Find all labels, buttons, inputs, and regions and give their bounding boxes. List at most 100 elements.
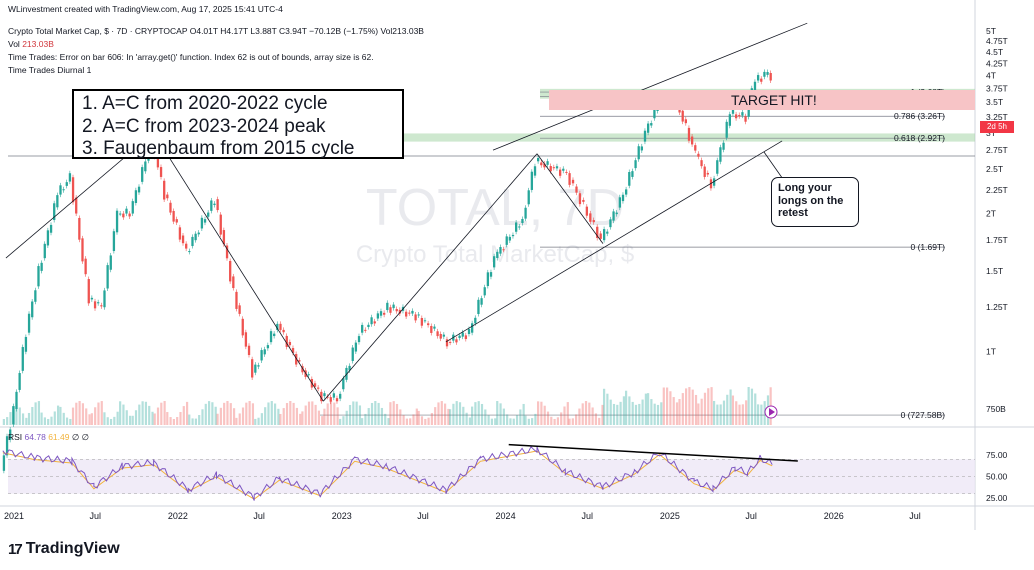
candle — [49, 224, 53, 233]
volume-bar — [245, 402, 248, 425]
candle — [568, 173, 571, 185]
rsi-tick-label: 75.00 — [986, 450, 1008, 460]
candle — [367, 324, 370, 328]
candle — [131, 201, 134, 214]
candle — [480, 298, 483, 305]
volume-bar — [226, 401, 229, 425]
volume-bar — [18, 407, 21, 425]
volume-bar — [527, 418, 530, 425]
volume-bar — [609, 399, 612, 425]
price-tick-label: 1.75T — [986, 235, 1008, 245]
volume-bar — [560, 412, 563, 425]
volume-bar — [211, 402, 214, 425]
volume-bar — [738, 404, 741, 425]
candle — [320, 391, 323, 402]
volume-bar — [88, 414, 91, 425]
volume-bar — [710, 387, 713, 425]
note-line-2: 2. A=C from 2023-2024 peak — [82, 115, 326, 137]
volume-bar — [524, 415, 527, 425]
volume-bar — [484, 409, 487, 425]
candle — [137, 186, 141, 193]
volume-bar — [672, 397, 675, 425]
volume-bar — [194, 418, 197, 425]
volume-bar — [553, 418, 556, 425]
candle — [555, 166, 559, 169]
candle — [703, 166, 706, 177]
candle — [125, 208, 128, 214]
volume-bar — [756, 404, 760, 425]
candle — [602, 229, 606, 241]
candle — [640, 146, 644, 151]
candle — [222, 230, 226, 245]
candle — [291, 348, 295, 353]
volume-bar — [729, 389, 732, 425]
candle — [175, 219, 178, 223]
fib-label: 0.618 (2.92T) — [894, 133, 945, 143]
volume-bar — [270, 401, 273, 425]
volume-bar — [602, 388, 606, 425]
volume-bar — [691, 389, 694, 425]
volume-bar — [285, 403, 289, 425]
candle — [405, 311, 408, 317]
candle — [5, 436, 9, 456]
rsi-extra-1: ∅ — [71, 432, 80, 442]
volume-bar — [166, 412, 169, 425]
candle — [537, 157, 540, 162]
candle — [499, 247, 502, 254]
volume-bar — [641, 399, 644, 425]
volume-bar — [122, 404, 125, 425]
volume-bar — [537, 401, 540, 425]
volume-bar — [109, 418, 113, 425]
candle — [103, 290, 106, 308]
volume-bar — [15, 402, 18, 425]
candle — [461, 332, 464, 337]
volume-bar — [172, 419, 175, 425]
candle — [681, 110, 684, 122]
candle — [273, 333, 276, 337]
volume-bar — [660, 402, 663, 425]
volume-bar — [571, 418, 574, 425]
candle — [244, 332, 248, 347]
candle — [395, 309, 398, 312]
candle — [56, 195, 59, 208]
volume-bar — [638, 403, 641, 425]
volume-bar — [367, 408, 370, 425]
credit-line: WLinvestment created with TradingView.co… — [8, 4, 283, 14]
volume-bar — [299, 413, 302, 425]
candle — [455, 339, 458, 343]
candle — [207, 212, 210, 217]
candle — [112, 231, 116, 252]
candle — [756, 75, 760, 81]
time-tick-label: Jul — [745, 511, 757, 521]
channel-lower — [445, 140, 783, 343]
candle — [700, 160, 703, 167]
price-tick-label: 1.25T — [986, 302, 1008, 312]
candle — [612, 211, 615, 221]
volume-bar — [703, 392, 707, 425]
volume-bar — [279, 413, 282, 425]
volume-bar — [519, 409, 522, 425]
candle — [269, 331, 273, 343]
volume-bar — [251, 403, 255, 425]
volume-bar — [760, 404, 763, 425]
volume-bar — [97, 402, 100, 425]
candle — [383, 312, 386, 315]
candle — [229, 260, 232, 282]
candle — [348, 365, 351, 371]
volume-bar — [581, 403, 584, 425]
candle — [307, 374, 310, 376]
candle — [24, 336, 28, 352]
volume-bar — [477, 401, 480, 425]
time-tick-label: 2022 — [168, 511, 188, 521]
candle — [615, 212, 618, 215]
volume-bar — [191, 418, 194, 425]
candle — [43, 243, 46, 259]
volume-bar — [295, 407, 299, 425]
candle — [543, 163, 546, 168]
volume-bar — [612, 403, 616, 425]
candle — [643, 130, 647, 142]
volume-bar — [594, 413, 598, 425]
candle — [411, 310, 414, 314]
